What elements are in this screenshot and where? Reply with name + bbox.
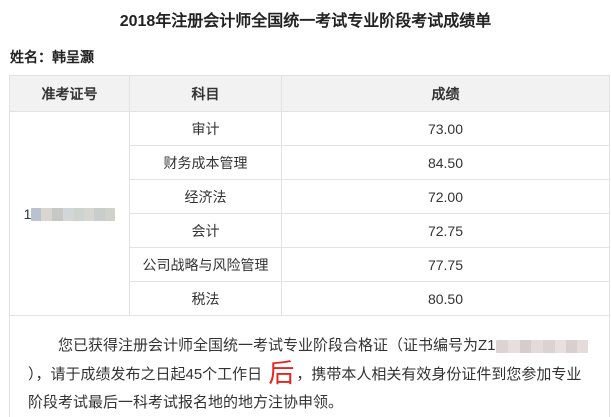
score-cell: 77.75	[282, 248, 610, 282]
score-cell: 73.00	[282, 112, 610, 146]
table-row: 1 审计 73.00	[10, 112, 610, 146]
ticket-number-blur	[31, 208, 115, 221]
subject-cell: 税法	[130, 282, 282, 316]
ticket-number-cell: 1	[10, 112, 130, 316]
subject-cell: 公司战略与风险管理	[130, 248, 282, 282]
subject-cell: 经济法	[130, 180, 282, 214]
score-cell: 84.50	[282, 146, 610, 180]
score-cell: 80.50	[282, 282, 610, 316]
notice-part2: ），请于成绩发布之日起45个工作日	[28, 366, 266, 383]
highlight-after-char: 后	[266, 358, 296, 388]
ticket-number-prefix: 1	[24, 206, 32, 222]
subject-cell: 财务成本管理	[130, 146, 282, 180]
pass-notice: 您已获得注册会计师全国统一考试专业阶段合格证（证书编号为Z1 ），请于成绩发布之日…	[28, 332, 591, 417]
candidate-name: 姓名：韩呈灏	[10, 47, 611, 67]
header-score: 成绩	[282, 76, 610, 112]
table-header-row: 准考证号 科目 成绩	[10, 76, 610, 112]
certificate-number-blur	[496, 340, 588, 353]
header-ticket-number: 准考证号	[10, 76, 130, 112]
notice-part1: 您已获得注册会计师全国统一考试专业阶段合格证（证书编号为Z1	[58, 337, 496, 354]
subject-cell: 会计	[130, 214, 282, 248]
page-title: 2018年注册会计师全国统一考试专业阶段考试成绩单	[0, 0, 611, 31]
subject-cell: 审计	[130, 112, 282, 146]
header-subject: 科目	[130, 76, 282, 112]
score-cell: 72.75	[282, 214, 610, 248]
score-table: 准考证号 科目 成绩 1 审计 73.00 财务成本管理 84.50 经济法 7…	[9, 75, 610, 417]
score-cell: 72.00	[282, 180, 610, 214]
